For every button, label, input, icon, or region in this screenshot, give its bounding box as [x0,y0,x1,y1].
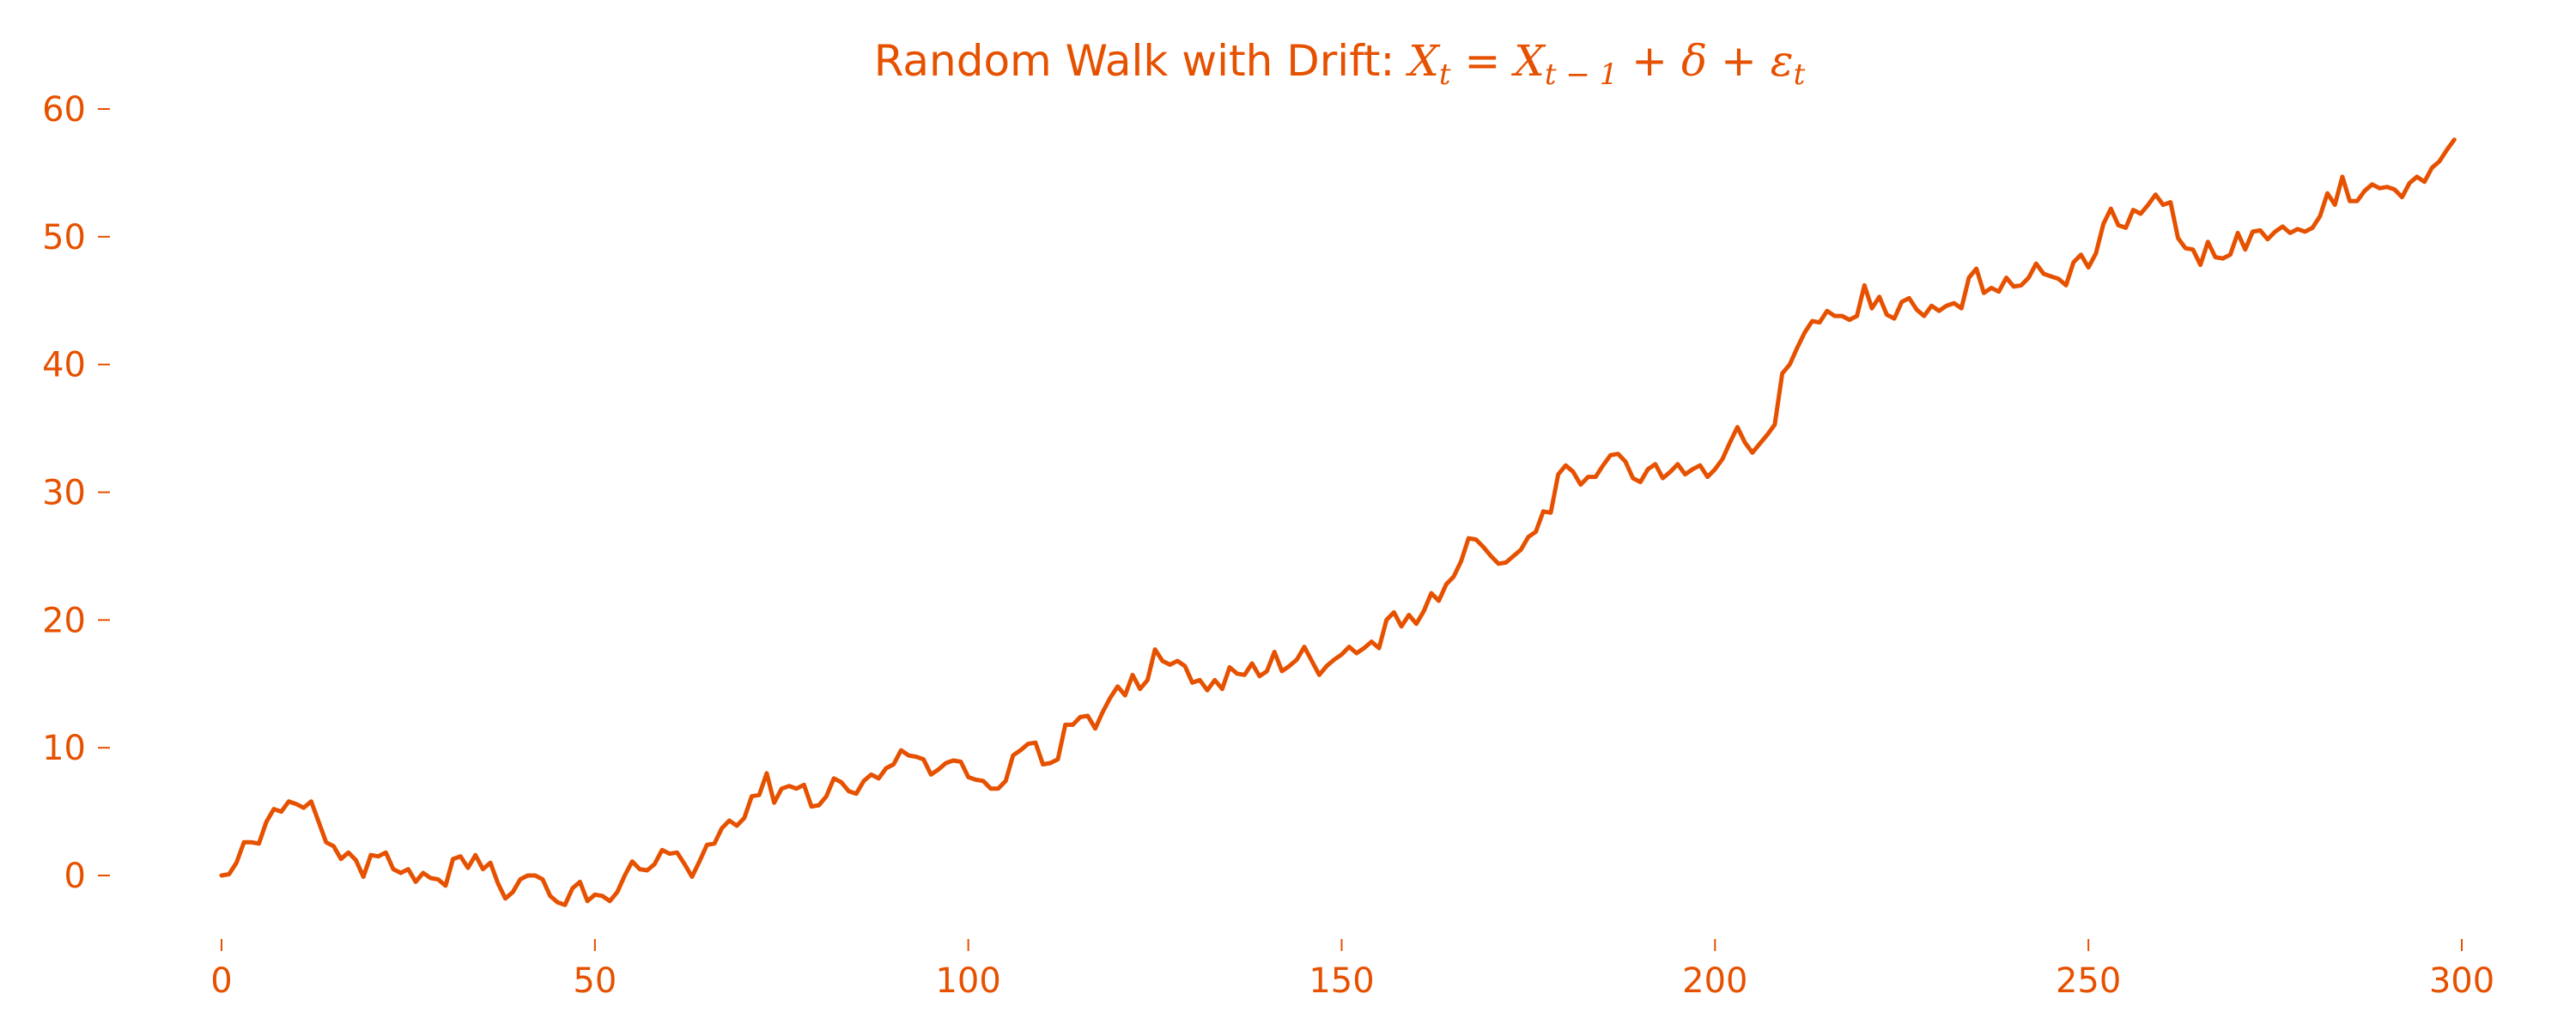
y-tick-label: 0 [64,857,86,896]
y-tick-label: 60 [42,90,86,130]
title-math-plus2: + [1707,36,1771,86]
x-tick-label: 250 [2056,961,2121,1001]
title-math-sub2: t − 1 [1545,58,1618,92]
y-tick-label: 40 [42,346,86,385]
x-tick-label: 100 [935,961,1000,1001]
y-tick-label: 50 [42,218,86,258]
x-tick-label: 200 [1682,961,1747,1001]
x-axis: 0 50 100 150 200 250 300 [210,939,2494,1001]
title-math-delta: δ [1681,36,1707,86]
title-prefix: Random Walk with Drift: [874,36,1409,86]
title-math-sub: t [1439,58,1451,92]
series-line [219,137,2457,907]
title-math-sub3: t [1794,58,1806,92]
title-math-x2: X [1510,36,1546,86]
x-tick-label: 300 [2429,961,2494,1001]
x-tick-label: 150 [1309,961,1374,1001]
y-tick-label: 20 [42,601,86,640]
plot-area [219,137,2457,907]
chart-title: Random Walk with Drift: Xt = Xt − 1 + δ … [874,36,1806,92]
x-tick-label: 0 [210,961,232,1001]
title-math-x: X [1405,36,1441,86]
y-tick-label: 30 [42,474,86,513]
y-tick-label: 10 [42,729,86,768]
y-axis: 0 10 20 30 40 50 60 [42,90,110,896]
title-math-epsilon: ε [1771,36,1794,86]
x-tick-label: 50 [573,961,617,1001]
title-math-equals: = [1451,36,1515,86]
title-math-plus1: + [1618,36,1681,86]
